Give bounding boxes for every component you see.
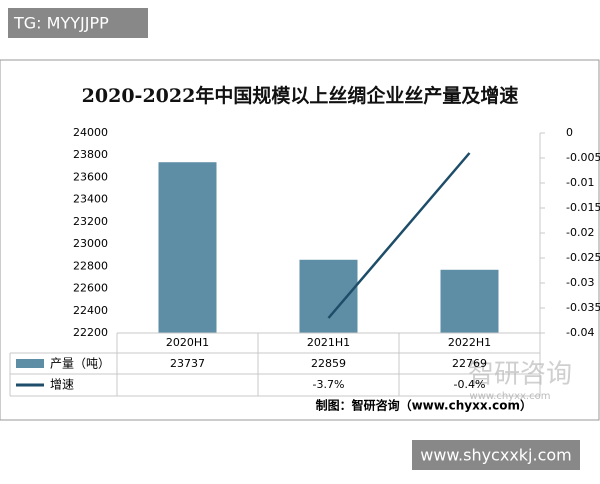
watermark-box bbox=[412, 440, 580, 470]
y-tick-label: 23200 bbox=[73, 215, 108, 228]
x-tick-label: 2022H1 bbox=[448, 336, 491, 349]
y2-tick-label: -0.035 bbox=[566, 301, 600, 314]
bar bbox=[299, 259, 358, 333]
y-tick-label: 22200 bbox=[73, 326, 108, 339]
chart-title: 2020-2022年中国规模以上丝绸企业丝产量及增速 bbox=[82, 84, 519, 107]
legend-swatch bbox=[16, 359, 44, 368]
y-tick-label: 22400 bbox=[73, 304, 108, 317]
table-value: 23737 bbox=[170, 357, 205, 370]
x-tick-label: 2020H1 bbox=[166, 336, 209, 349]
y2-tick-label: -0.04 bbox=[566, 326, 594, 339]
y-tick-label: 23400 bbox=[73, 193, 108, 206]
y-tick-label: 23800 bbox=[73, 148, 108, 161]
legend-label: 增速 bbox=[50, 378, 74, 392]
y-tick-label: 22600 bbox=[73, 282, 108, 295]
y-tick-label: 24000 bbox=[73, 126, 108, 139]
y-tick-label: 23000 bbox=[73, 237, 108, 250]
y2-tick-label: -0.01 bbox=[566, 176, 594, 189]
chart-frame bbox=[0, 59, 600, 421]
bar bbox=[158, 162, 217, 333]
watermark: 智研咨询 bbox=[468, 360, 572, 390]
watermark: www.chyxx.com bbox=[470, 391, 551, 402]
table-value: 22769 bbox=[452, 357, 487, 370]
bar bbox=[440, 269, 499, 333]
watermark: www.shycxxkj.com bbox=[420, 446, 572, 465]
x-tick-label: 2021H1 bbox=[307, 336, 350, 349]
y-tick-label: 22800 bbox=[73, 259, 108, 272]
watermark-box bbox=[8, 8, 148, 38]
line bbox=[327, 152, 471, 319]
table-value: -3.7% bbox=[313, 378, 345, 391]
y2-tick-label: -0.02 bbox=[566, 226, 594, 239]
y2-tick-label: -0.005 bbox=[566, 151, 600, 164]
y2-tick-label: -0.015 bbox=[566, 201, 600, 214]
y-tick-label: 23600 bbox=[73, 170, 108, 183]
y2-tick-label: -0.025 bbox=[566, 251, 600, 264]
legend-label: 产量（吨） bbox=[50, 357, 110, 371]
data-table bbox=[9, 332, 541, 397]
source: 制图：智研咨询（www.chyxx.com） bbox=[316, 398, 532, 413]
table-value: -0.4% bbox=[454, 378, 486, 391]
y2-tick-label: -0.03 bbox=[566, 276, 594, 289]
watermark: TG: MYYJJPP bbox=[13, 14, 109, 33]
y2-tick-label: 0 bbox=[566, 126, 573, 139]
table-value: 22859 bbox=[311, 357, 346, 370]
